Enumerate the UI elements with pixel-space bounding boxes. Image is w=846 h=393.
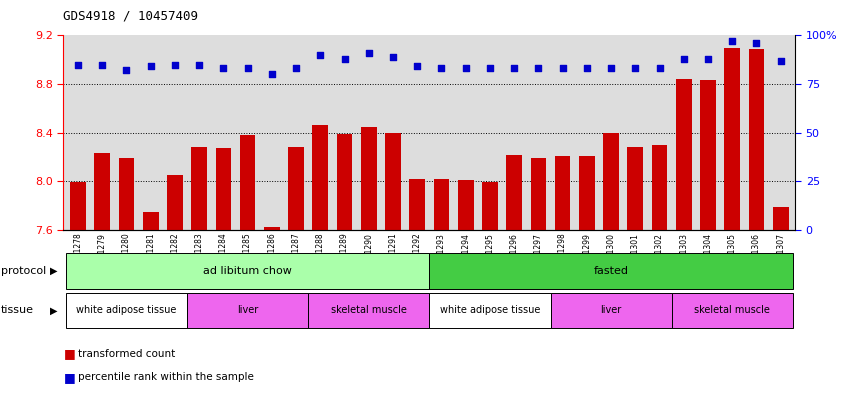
- Bar: [95, 153, 110, 230]
- Text: skeletal muscle: skeletal muscle: [331, 305, 407, 316]
- Text: ad libitum chow: ad libitum chow: [203, 266, 292, 276]
- Point: [192, 61, 206, 68]
- Bar: [409, 179, 425, 230]
- Bar: [308, 293, 429, 328]
- Text: liver: liver: [601, 305, 622, 316]
- Bar: [312, 125, 328, 230]
- Text: ▶: ▶: [50, 305, 57, 316]
- Text: fasted: fasted: [594, 266, 629, 276]
- Point: [701, 55, 715, 62]
- Bar: [603, 132, 619, 230]
- Bar: [555, 156, 570, 230]
- Point: [168, 61, 182, 68]
- Point: [265, 71, 278, 77]
- Text: white adipose tissue: white adipose tissue: [76, 305, 177, 316]
- Bar: [239, 135, 255, 230]
- Text: ▶: ▶: [50, 266, 57, 276]
- Bar: [66, 253, 429, 289]
- Bar: [628, 147, 643, 230]
- Point: [459, 65, 472, 72]
- Point: [144, 63, 157, 70]
- Point: [338, 55, 351, 62]
- Point: [604, 65, 618, 72]
- Bar: [167, 175, 183, 230]
- Point: [508, 65, 521, 72]
- Point: [96, 61, 109, 68]
- Text: protocol: protocol: [1, 266, 46, 276]
- Bar: [551, 293, 672, 328]
- Bar: [773, 207, 788, 230]
- Bar: [749, 49, 764, 230]
- Bar: [216, 149, 231, 230]
- Text: white adipose tissue: white adipose tissue: [440, 305, 540, 316]
- Point: [435, 65, 448, 72]
- Point: [362, 50, 376, 56]
- Bar: [700, 80, 716, 230]
- Point: [410, 63, 424, 70]
- Point: [556, 65, 569, 72]
- Bar: [118, 158, 135, 230]
- Bar: [651, 145, 667, 230]
- Point: [774, 57, 788, 64]
- Text: percentile rank within the sample: percentile rank within the sample: [78, 372, 254, 382]
- Text: transformed count: transformed count: [78, 349, 175, 359]
- Bar: [385, 132, 401, 230]
- Bar: [70, 182, 85, 230]
- Bar: [66, 293, 187, 328]
- Point: [119, 67, 133, 73]
- Point: [483, 65, 497, 72]
- Point: [241, 65, 255, 72]
- Bar: [724, 48, 740, 230]
- Bar: [337, 134, 353, 230]
- Bar: [429, 253, 793, 289]
- Bar: [288, 147, 304, 230]
- Bar: [361, 127, 376, 230]
- Bar: [482, 182, 497, 230]
- Bar: [187, 293, 308, 328]
- Text: skeletal muscle: skeletal muscle: [695, 305, 770, 316]
- Bar: [530, 158, 547, 230]
- Bar: [506, 154, 522, 230]
- Bar: [191, 147, 207, 230]
- Bar: [143, 212, 158, 230]
- Point: [314, 51, 327, 58]
- Bar: [434, 179, 449, 230]
- Point: [289, 65, 303, 72]
- Point: [71, 61, 85, 68]
- Text: ■: ■: [63, 371, 75, 384]
- Text: GDS4918 / 10457409: GDS4918 / 10457409: [63, 10, 199, 23]
- Bar: [429, 293, 551, 328]
- Text: ■: ■: [63, 347, 75, 360]
- Point: [217, 65, 230, 72]
- Point: [726, 38, 739, 44]
- Text: liver: liver: [237, 305, 258, 316]
- Point: [531, 65, 545, 72]
- Point: [653, 65, 667, 72]
- Bar: [672, 293, 793, 328]
- Bar: [264, 228, 280, 230]
- Point: [677, 55, 690, 62]
- Bar: [676, 79, 692, 230]
- Point: [629, 65, 642, 72]
- Point: [750, 40, 763, 46]
- Bar: [579, 156, 595, 230]
- Bar: [458, 180, 474, 230]
- Text: tissue: tissue: [1, 305, 34, 316]
- Point: [580, 65, 594, 72]
- Point: [387, 53, 400, 60]
